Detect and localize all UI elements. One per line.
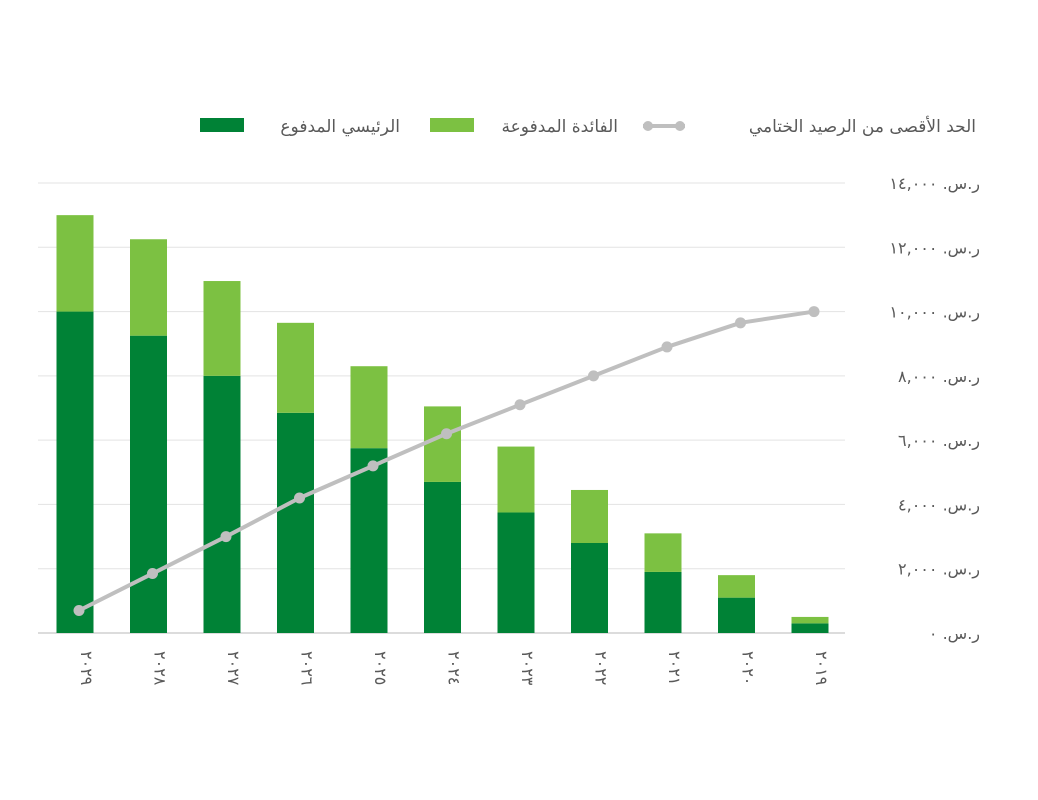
balance-line-point bbox=[735, 317, 746, 329]
legend-item-interest: الفائدة المدفوعة bbox=[430, 117, 618, 137]
y-axis: ر.س. ٠ ر.س. ٢,٠٠٠ ر.س. ٤,٠٠٠ ر.س. ٦,٠٠٠ ر.س.… bbox=[889, 174, 980, 644]
bar-principal bbox=[130, 335, 167, 633]
balance-line-point bbox=[73, 605, 85, 616]
balance-line-point bbox=[367, 460, 379, 472]
bar-interest bbox=[571, 489, 608, 543]
legend-label-balance: الحد الأقصى من الرصيد الختامي bbox=[749, 116, 976, 137]
bars bbox=[56, 215, 829, 633]
y-tick-label: ر.س. ١٢,٠٠٠ bbox=[889, 238, 980, 258]
bar-interest bbox=[791, 616, 829, 624]
bar-principal bbox=[718, 597, 755, 633]
bar-interest bbox=[644, 533, 682, 572]
x-tick-label: ٢٠٢٦ bbox=[298, 651, 317, 685]
bar-principal bbox=[791, 623, 829, 633]
legend-item-principal: الرئيسي المدفوع bbox=[200, 117, 400, 137]
balance-line-point bbox=[808, 306, 820, 318]
y-tick-label: ر.س. ١٤,٠٠٠ bbox=[889, 174, 980, 194]
balance-line-point bbox=[147, 568, 158, 580]
legend-swatch-interest bbox=[430, 118, 474, 132]
bar-interest bbox=[203, 281, 241, 376]
balance-line-point bbox=[441, 428, 452, 440]
balance-line-point bbox=[661, 341, 673, 353]
bar-principal bbox=[203, 375, 241, 633]
bar-principal bbox=[644, 571, 682, 633]
bar-principal bbox=[56, 311, 94, 633]
bar-interest bbox=[130, 239, 167, 336]
balance-line-point bbox=[588, 370, 599, 382]
legend-label-principal: الرئيسي المدفوع bbox=[280, 117, 400, 137]
bar-principal bbox=[497, 512, 535, 633]
bar-principal bbox=[350, 448, 388, 633]
balance-line-point bbox=[220, 531, 232, 543]
x-axis: ٢٠٢٩ ٢٠٢٨ ٢٠٢٧ ٢٠٢٦ ٢٠٢٥ ٢٠٢٤ ٢٠٢٣ ٢٠٢٢ ٢٠٢١ ٢٠٢٠… bbox=[77, 651, 831, 686]
legend-label-interest: الفائدة المدفوعة bbox=[502, 117, 618, 137]
x-tick-label: ٢٠٢٩ bbox=[77, 651, 96, 685]
bar-principal bbox=[571, 543, 608, 633]
bar-interest bbox=[56, 215, 94, 312]
legend-line-marker bbox=[675, 121, 685, 131]
bar-principal bbox=[424, 481, 461, 633]
y-tick-label: ر.س. ٦,٠٠٠ bbox=[898, 431, 980, 451]
balance-line bbox=[73, 306, 820, 616]
y-tick-label: ر.س. ٢,٠٠٠ bbox=[898, 560, 980, 580]
bar-interest bbox=[424, 406, 461, 482]
legend: الحد الأقصى من الرصيد الختامي الفائدة ال… bbox=[200, 116, 976, 137]
x-tick-label: ٢٠١٩ bbox=[812, 651, 831, 685]
y-tick-label: ر.س. ٨,٠٠٠ bbox=[898, 367, 980, 387]
legend-line-marker bbox=[643, 121, 653, 131]
y-tick-label: ر.س. ٠ bbox=[929, 624, 980, 644]
x-tick-label: ٢٠٢١ bbox=[665, 651, 684, 685]
bar-interest bbox=[718, 575, 755, 598]
x-tick-label: ٢٠٢٢ bbox=[592, 651, 611, 685]
bar-principal bbox=[277, 412, 314, 633]
balance-line-point bbox=[294, 492, 305, 504]
x-tick-label: ٢٠٢٨ bbox=[151, 651, 170, 686]
y-tick-label: ر.س. ١٠,٠٠٠ bbox=[889, 303, 980, 323]
y-tick-label: ر.س. ٤,٠٠٠ bbox=[898, 495, 980, 515]
x-tick-label: ٢٠٢٤ bbox=[445, 651, 464, 685]
bar-interest bbox=[350, 366, 388, 449]
bar-interest bbox=[497, 446, 535, 513]
bar-interest bbox=[277, 322, 314, 413]
x-tick-label: ٢٠٢٥ bbox=[371, 651, 390, 685]
x-tick-label: ٢٠٢٣ bbox=[518, 651, 537, 686]
legend-item-balance: الحد الأقصى من الرصيد الختامي bbox=[643, 116, 976, 137]
balance-line-point bbox=[514, 399, 526, 411]
legend-swatch-principal bbox=[200, 118, 244, 132]
x-tick-label: ٢٠٢٠ bbox=[739, 651, 758, 685]
x-tick-label: ٢٠٢٧ bbox=[224, 651, 243, 686]
